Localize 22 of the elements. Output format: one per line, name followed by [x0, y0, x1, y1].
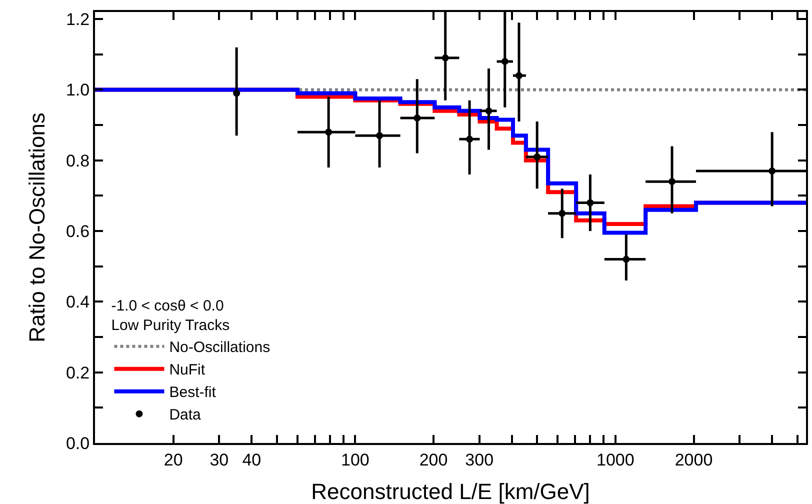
y-tick-label: 0.0 — [66, 434, 90, 453]
y-tick-label: 0.6 — [66, 222, 90, 241]
x-axis-title: Reconstructed L/E [km/GeV] — [311, 478, 590, 504]
y-tick-label: 1.2 — [66, 10, 90, 30]
x-tick-label: 1000 — [596, 450, 634, 470]
x-tick-label: 20 — [164, 450, 183, 470]
y-tick-label: 1.0 — [66, 80, 90, 100]
legend-label: Best-fit — [169, 384, 217, 402]
x-tick-label: 40 — [242, 450, 262, 470]
y-tick-label: 0.8 — [66, 151, 90, 170]
legend-label: NuFit — [169, 362, 206, 379]
y-tick-label: 0.4 — [66, 292, 90, 312]
legend-label: No-Oscillations — [169, 339, 270, 356]
x-tick-label: 300 — [465, 450, 494, 470]
x-tick-label: 2000 — [674, 450, 713, 470]
x-tick-label: 200 — [419, 450, 448, 470]
x-tick-label: 100 — [341, 450, 370, 470]
x-tick-label: 30 — [210, 450, 229, 470]
legend-label: Data — [169, 406, 202, 424]
y-tick-label: 0.2 — [66, 363, 90, 382]
legend-title: -1.0 < cosθ < 0.0 Low Purity Tracks — [111, 298, 230, 334]
y-axis-title: Ratio to No-Oscillations — [24, 112, 50, 342]
